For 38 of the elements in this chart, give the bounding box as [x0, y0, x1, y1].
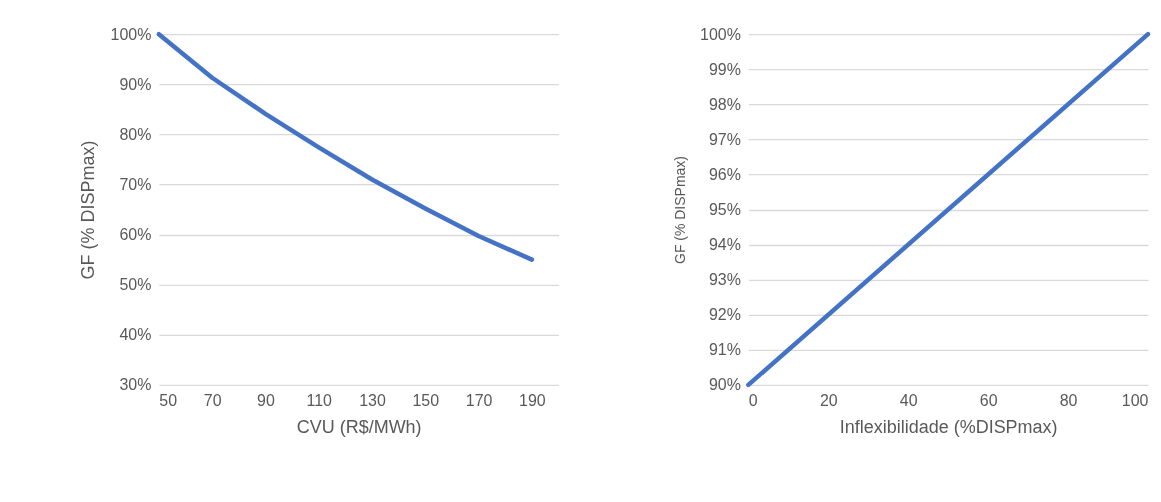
y-tick-label: 50% — [119, 276, 152, 294]
x-tick-label: 150 — [412, 392, 440, 410]
y-tick-label: 91% — [708, 341, 741, 359]
y-tick-label: 98% — [708, 95, 741, 113]
x-tick-label: 90 — [257, 392, 275, 410]
x-tick-label: 0 — [748, 392, 758, 410]
x-tick-label: 80 — [1059, 392, 1078, 410]
y-tick-label: 40% — [119, 326, 152, 344]
x-axis-title: CVU (R$/MWh) — [296, 417, 422, 438]
y-tick-label: 90% — [119, 75, 152, 93]
y-axis-title: GF (% DISPmax) — [78, 140, 99, 280]
x-tick-label: 170 — [465, 392, 493, 410]
y-tick-label: 99% — [708, 60, 741, 78]
y-tick-label: 80% — [119, 125, 152, 143]
y-tick-label: 95% — [708, 201, 741, 219]
x-tick-label: 50 — [159, 392, 178, 410]
x-tick-label: 70 — [203, 392, 222, 410]
y-tick-label: 70% — [119, 175, 152, 193]
y-tick-label: 96% — [708, 165, 741, 183]
y-tick-label: 100% — [700, 25, 741, 43]
y-tick-label: 94% — [708, 236, 741, 254]
x-tick-label: 60 — [979, 392, 998, 410]
x-axis-title: Inflexibilidade (%DISPmax) — [839, 417, 1058, 438]
y-axis-title: GF (% DISPmax) — [671, 156, 688, 264]
y-tick-label: 90% — [708, 376, 741, 394]
y-tick-label: 100% — [110, 25, 152, 43]
y-tick-label: 92% — [708, 306, 741, 324]
y-tick-label: 60% — [119, 226, 152, 244]
x-tick-label: 100 — [1121, 392, 1149, 410]
x-tick-label: 190 — [519, 392, 546, 410]
y-tick-label: 30% — [119, 376, 152, 394]
x-tick-label: 20 — [819, 392, 838, 410]
x-tick-label: 40 — [899, 392, 918, 410]
x-tick-label: 110 — [306, 392, 333, 410]
line-series — [156, 31, 535, 262]
y-tick-label: 93% — [708, 271, 741, 289]
x-tick-label: 130 — [359, 392, 386, 410]
y-tick-label: 97% — [708, 130, 741, 148]
